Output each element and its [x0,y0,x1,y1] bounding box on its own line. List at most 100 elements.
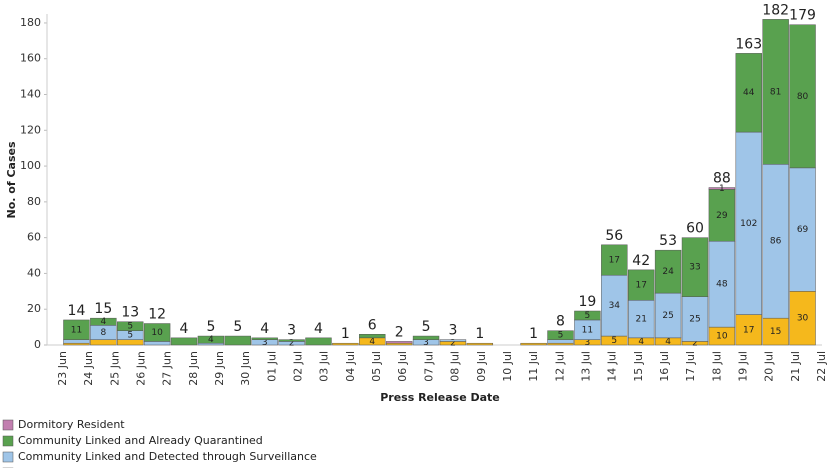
bar-segment [385,341,413,344]
x-tick-label: 19 Jul [736,351,749,382]
y-tick-label: 160 [20,52,41,65]
total-label: 6 [368,317,377,333]
segment-label: 86 [770,237,782,247]
segment-label: 24 [662,267,674,277]
legend-swatch [2,435,14,447]
segment-label: 8 [100,328,106,338]
x-axis-title: Press Release Date [380,391,500,404]
total-label: 5 [233,319,242,335]
bar-segment [789,24,816,169]
x-tick-label: 03 Jul [318,351,331,382]
bar-segment [63,339,90,344]
legend-label: Dormitory Resident [18,418,125,431]
segment-label: 69 [797,225,809,235]
bar-segment [708,189,736,242]
bar-segment [332,342,359,346]
segment-label: 17 [609,256,620,266]
y-tick-label: 0 [34,338,41,351]
legend-swatch [2,451,14,463]
legend-swatch [2,419,14,431]
x-tick-label: 15 Jul [632,351,645,382]
segment-label: 80 [797,92,809,102]
x-tick-label: 30 Jun [239,351,252,386]
bar-segment [628,300,655,339]
segment-label: 34 [609,301,621,311]
segment-label: 29 [716,211,728,221]
bar-segment [439,339,467,342]
segment-label: 25 [689,315,700,325]
x-tick-label: 26 Jun [135,351,148,386]
y-tick-label: 60 [27,231,41,244]
segment-label: 5 [127,322,133,332]
bar-segment [63,319,90,340]
bar-segment [224,335,252,346]
total-label: 1 [475,326,484,342]
x-tick-label: 21 Jul [789,351,802,382]
bar-segment [735,53,762,133]
segment-label: 4 [100,317,106,327]
bar-segment [90,317,117,326]
bar-segment [708,240,736,328]
segment-label: 2 [692,339,698,349]
bar-segment [466,342,494,346]
x-tick-label: 25 Jun [108,351,121,386]
bar-segment [117,321,144,331]
x-tick-label: 02 Jul [292,351,305,382]
bar-segment [143,341,171,346]
segment-label: 25 [662,311,673,321]
bar-segment [412,335,440,340]
x-tick-label: 28 Jun [187,351,200,386]
total-label: 182 [762,2,789,18]
total-label: 2 [395,324,404,340]
segment-label: 102 [740,219,757,229]
y-axis-title: No. of Cases [5,141,18,218]
segment-label: 10 [716,332,728,342]
total-label: 19 [578,294,596,310]
bar-segment [762,317,789,346]
total-label: 53 [659,233,677,249]
bar-segment [681,237,709,297]
segment-label: 11 [582,325,593,335]
total-label: 8 [556,314,565,330]
total-label: 3 [287,323,296,339]
x-tick-label: 10 Jul [501,351,514,382]
segment-label: 4 [638,337,644,347]
bar-segment [762,19,789,165]
segment-label: 81 [770,87,781,97]
total-label: 13 [121,305,139,321]
bar-segment [385,342,413,346]
x-tick-label: 22 Jul [815,351,828,382]
legend-label: Community Linked and Already Quarantined [18,434,263,447]
bar-segment [278,339,305,342]
x-tick-label: 04 Jul [344,351,357,382]
bar-segment [547,342,574,346]
bar-segment [251,337,278,340]
segment-label: 2 [450,339,456,349]
segment-label: 5 [127,331,133,341]
total-label: 3 [448,323,457,339]
x-tick-label: 18 Jul [710,351,723,382]
segment-label: 44 [743,88,755,98]
x-tick-label: 13 Jul [579,351,592,382]
bar-segment [197,335,225,344]
total-label: 4 [314,321,323,337]
bar-segment [789,167,816,292]
x-tick-label: 12 Jul [553,351,566,382]
segment-label: 17 [635,281,646,291]
x-tick-label: 17 Jul [684,351,697,382]
total-label: 15 [94,301,112,317]
x-tick-label: 14 Jul [606,351,619,382]
bar-segment [628,269,655,301]
bar-segment [601,244,628,276]
segment-label: 33 [689,263,700,273]
legend-label: Community Linked and Detected through Su… [18,450,317,463]
x-tick-label: 09 Jul [475,351,488,382]
x-tick-label: 08 Jul [449,351,462,382]
bar-segment [735,314,762,346]
segment-label: 21 [635,315,646,325]
total-label: 12 [148,307,166,323]
total-label: 5 [422,319,431,335]
total-label: 4 [260,321,269,337]
x-tick-label: 01 Jul [265,351,278,382]
